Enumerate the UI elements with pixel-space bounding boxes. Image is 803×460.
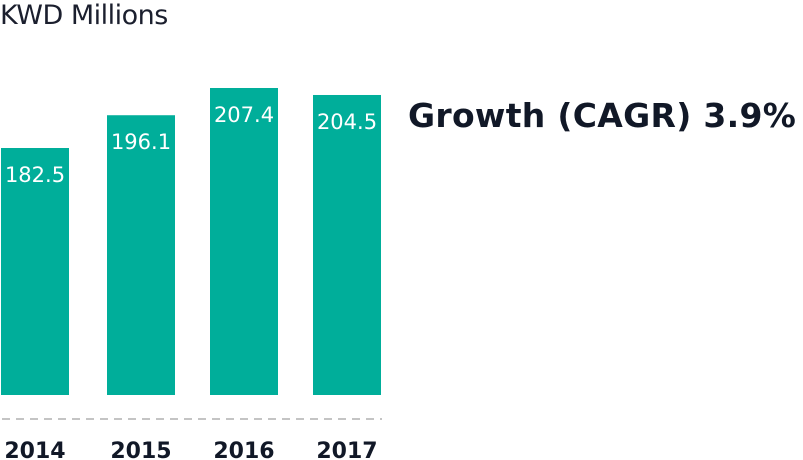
chart-title: KWD Millions bbox=[0, 0, 168, 31]
x-tick-label-2014: 2014 bbox=[4, 439, 65, 460]
cagr-annotation: Growth (CAGR) 3.9% bbox=[408, 96, 797, 135]
value-label-2014: 182.5 bbox=[5, 163, 65, 187]
value-label-2016: 207.4 bbox=[214, 103, 274, 127]
x-tick-label-2017: 2017 bbox=[316, 439, 377, 460]
x-tick-label-2015: 2015 bbox=[110, 439, 171, 460]
bar-2016 bbox=[210, 87, 278, 395]
value-label-2015: 196.1 bbox=[111, 130, 171, 154]
bar-2014 bbox=[1, 148, 69, 395]
x-tick-label-2016: 2016 bbox=[213, 439, 274, 460]
bar-2017 bbox=[313, 94, 381, 396]
bar-2015 bbox=[107, 115, 175, 395]
value-label-2017: 204.5 bbox=[317, 110, 377, 134]
